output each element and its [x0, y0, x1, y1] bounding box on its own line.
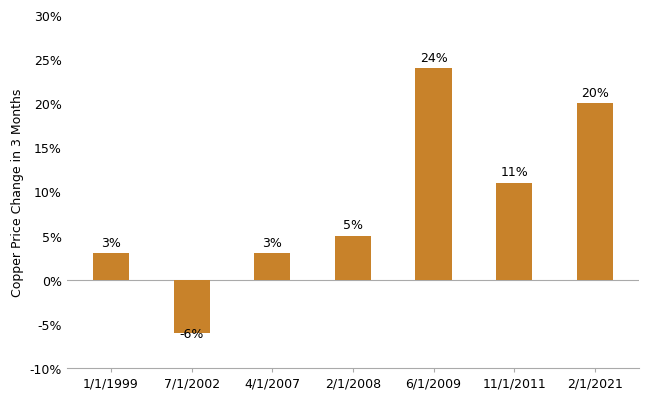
Text: 3%: 3% — [263, 236, 282, 249]
Bar — [93, 253, 129, 280]
Text: 5%: 5% — [343, 219, 363, 232]
Bar — [174, 280, 210, 333]
Bar — [577, 104, 613, 280]
Text: -6%: -6% — [179, 328, 204, 340]
Text: 20%: 20% — [581, 87, 608, 99]
Text: 3%: 3% — [101, 236, 121, 249]
Bar — [254, 253, 291, 280]
Y-axis label: Copper Price Change in 3 Months: Copper Price Change in 3 Months — [11, 88, 24, 296]
Bar — [415, 69, 452, 280]
Text: 11%: 11% — [500, 166, 528, 179]
Bar — [496, 183, 532, 280]
Bar — [335, 236, 371, 280]
Text: 24%: 24% — [420, 51, 447, 65]
